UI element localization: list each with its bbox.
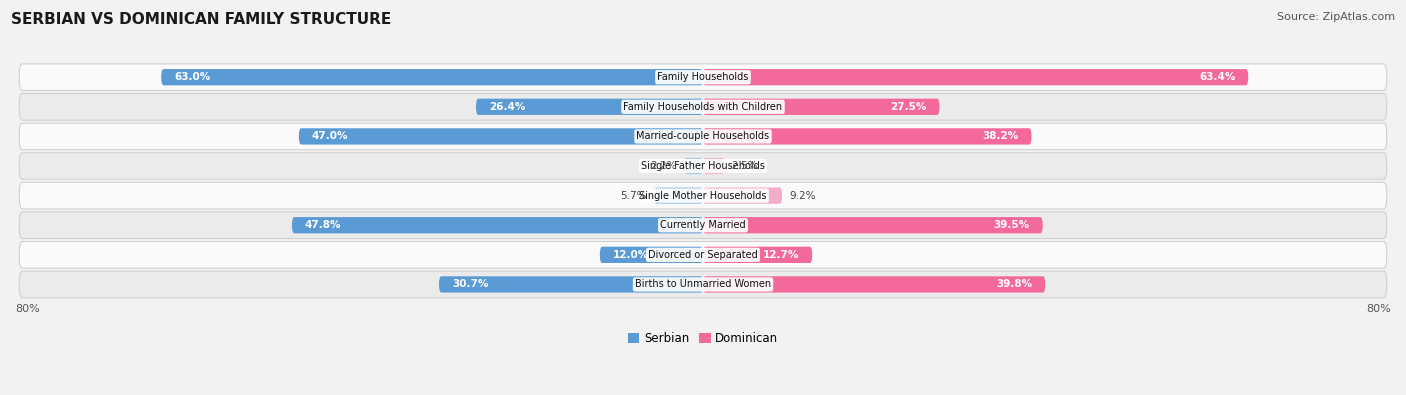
- Text: 63.0%: 63.0%: [174, 72, 211, 82]
- Text: Source: ZipAtlas.com: Source: ZipAtlas.com: [1277, 12, 1395, 22]
- FancyBboxPatch shape: [20, 123, 1386, 150]
- FancyBboxPatch shape: [600, 247, 703, 263]
- Text: 12.7%: 12.7%: [763, 250, 800, 260]
- Text: 47.0%: 47.0%: [312, 132, 349, 141]
- FancyBboxPatch shape: [162, 69, 703, 85]
- FancyBboxPatch shape: [703, 276, 1045, 293]
- FancyBboxPatch shape: [20, 241, 1386, 268]
- FancyBboxPatch shape: [20, 153, 1386, 179]
- FancyBboxPatch shape: [477, 99, 703, 115]
- FancyBboxPatch shape: [20, 212, 1386, 239]
- Text: 2.2%: 2.2%: [651, 161, 678, 171]
- Text: 63.4%: 63.4%: [1199, 72, 1236, 82]
- Text: Currently Married: Currently Married: [661, 220, 745, 230]
- Text: Single Mother Households: Single Mother Households: [640, 191, 766, 201]
- Text: 38.2%: 38.2%: [983, 132, 1018, 141]
- Text: Family Households: Family Households: [658, 72, 748, 82]
- FancyBboxPatch shape: [20, 182, 1386, 209]
- Text: 30.7%: 30.7%: [451, 279, 488, 290]
- Text: Family Households with Children: Family Households with Children: [623, 102, 783, 112]
- FancyBboxPatch shape: [20, 271, 1386, 298]
- Text: Single Father Households: Single Father Households: [641, 161, 765, 171]
- FancyBboxPatch shape: [654, 188, 703, 204]
- FancyBboxPatch shape: [299, 128, 703, 145]
- Text: 39.5%: 39.5%: [994, 220, 1029, 230]
- Text: Births to Unmarried Women: Births to Unmarried Women: [636, 279, 770, 290]
- FancyBboxPatch shape: [685, 158, 703, 174]
- Text: 2.5%: 2.5%: [731, 161, 758, 171]
- Text: 80%: 80%: [15, 304, 39, 314]
- Text: 26.4%: 26.4%: [489, 102, 526, 112]
- FancyBboxPatch shape: [703, 99, 939, 115]
- FancyBboxPatch shape: [703, 217, 1043, 233]
- FancyBboxPatch shape: [703, 188, 782, 204]
- FancyBboxPatch shape: [703, 247, 813, 263]
- Text: 47.8%: 47.8%: [305, 220, 342, 230]
- FancyBboxPatch shape: [439, 276, 703, 293]
- Text: 80%: 80%: [1367, 304, 1391, 314]
- Text: Married-couple Households: Married-couple Households: [637, 132, 769, 141]
- FancyBboxPatch shape: [703, 158, 724, 174]
- FancyBboxPatch shape: [20, 94, 1386, 120]
- FancyBboxPatch shape: [20, 64, 1386, 90]
- Text: Divorced or Separated: Divorced or Separated: [648, 250, 758, 260]
- Text: 5.7%: 5.7%: [620, 191, 647, 201]
- Text: 12.0%: 12.0%: [613, 250, 650, 260]
- Text: 39.8%: 39.8%: [997, 279, 1032, 290]
- Text: SERBIAN VS DOMINICAN FAMILY STRUCTURE: SERBIAN VS DOMINICAN FAMILY STRUCTURE: [11, 12, 391, 27]
- FancyBboxPatch shape: [703, 69, 1249, 85]
- Text: 27.5%: 27.5%: [890, 102, 927, 112]
- Legend: Serbian, Dominican: Serbian, Dominican: [627, 333, 779, 346]
- Text: 9.2%: 9.2%: [789, 191, 815, 201]
- FancyBboxPatch shape: [703, 128, 1032, 145]
- FancyBboxPatch shape: [292, 217, 703, 233]
